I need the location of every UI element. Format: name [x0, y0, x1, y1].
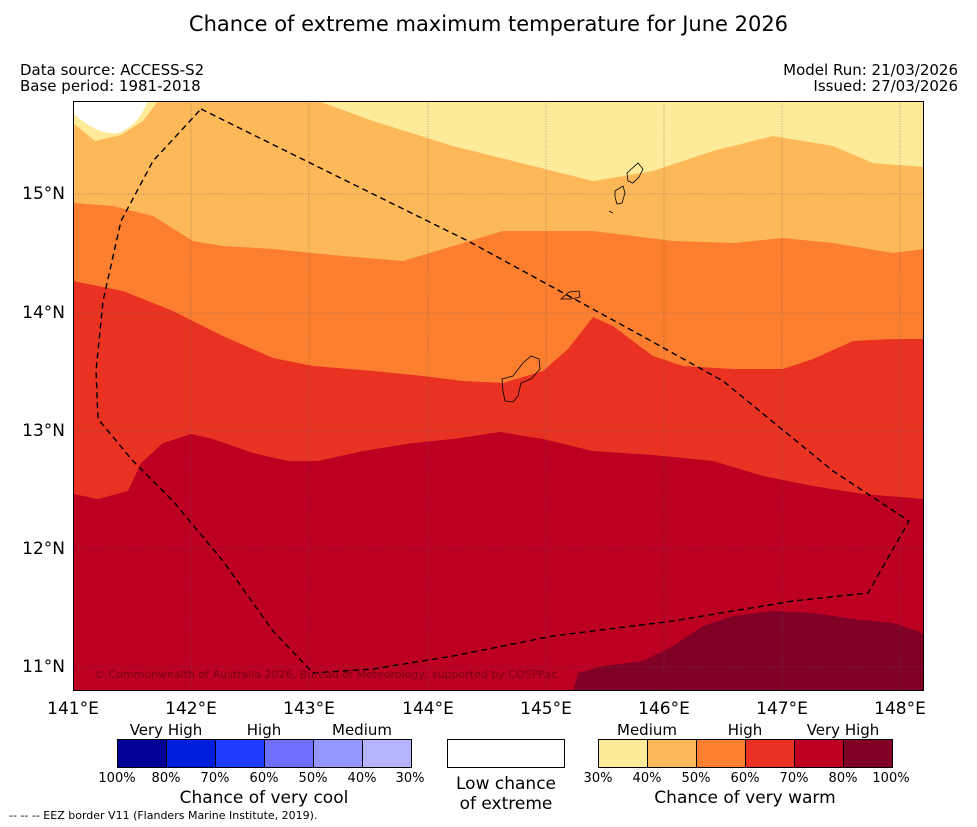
islands — [501, 162, 644, 403]
cool-pct: 60% — [249, 771, 279, 786]
cool-label-high: High — [246, 721, 282, 739]
lon-tick: 143°E — [283, 699, 335, 719]
guam-island — [501, 355, 541, 403]
lon-tick: 148°E — [874, 699, 926, 719]
lat-tick: 14°N — [22, 303, 65, 323]
lon-tick: 147°E — [756, 699, 808, 719]
neutral-swatch — [447, 739, 565, 768]
model-run-text: Model Run: 21/03/2026 — [783, 61, 958, 79]
warm-swatch — [746, 740, 795, 767]
cool-label-medium: Medium — [332, 721, 392, 739]
cool-pct: 30% — [395, 771, 425, 786]
warm-pct: 100% — [872, 771, 910, 786]
rota-island — [559, 290, 581, 300]
lat-tick: 11°N — [22, 657, 65, 677]
base-period-text: Base period: 1981-2018 — [20, 77, 201, 95]
warm-pct: 60% — [730, 771, 760, 786]
warm-pct: 70% — [779, 771, 809, 786]
lon-tick: 144°E — [402, 699, 454, 719]
warm-pct: 80% — [828, 771, 858, 786]
chart-title: Chance of extreme maximum temperature fo… — [188, 12, 789, 36]
cool-label-very-high: Very High — [129, 721, 203, 739]
warm-swatch — [844, 740, 892, 767]
neutral-label-line1: Low chance — [456, 774, 556, 794]
cool-pct: 100% — [98, 771, 136, 786]
eez-border — [95, 108, 910, 674]
warm-pct: 50% — [681, 771, 711, 786]
warm-legend-title: Chance of very warm — [654, 788, 836, 808]
lon-tick: 142°E — [165, 699, 217, 719]
map-frame — [73, 101, 924, 691]
cool-swatch — [363, 740, 411, 767]
cool-swatch — [216, 740, 265, 767]
data-source-text: Data source: ACCESS-S2 — [20, 61, 205, 79]
cool-legend-title: Chance of very cool — [179, 788, 349, 808]
aguijan-island — [608, 210, 614, 214]
cool-swatch — [265, 740, 314, 767]
lon-tick: 145°E — [520, 699, 572, 719]
cool-colorbar — [117, 739, 412, 768]
lat-tick: 15°N — [22, 184, 65, 204]
lat-tick: 13°N — [22, 421, 65, 441]
issued-text: Issued: 27/03/2026 — [813, 77, 958, 95]
cool-pct: 80% — [151, 771, 181, 786]
warm-swatch — [795, 740, 844, 767]
cool-pct: 40% — [347, 771, 377, 786]
saipan-island — [626, 162, 644, 184]
lon-tick: 141°E — [47, 699, 99, 719]
warm-label-high: High — [727, 721, 763, 739]
eez-footnote: -- -- -- EEZ border V11 (Flanders Marine… — [9, 809, 318, 822]
warm-pct: 40% — [632, 771, 662, 786]
cool-swatch — [167, 740, 216, 767]
cool-pct: 50% — [298, 771, 328, 786]
gridlines — [73, 101, 924, 691]
warm-swatch — [599, 740, 648, 767]
cool-pct: 70% — [200, 771, 230, 786]
lon-tick: 146°E — [638, 699, 690, 719]
cool-swatch — [314, 740, 363, 767]
cool-swatch — [118, 740, 167, 767]
copyright-text: © Commonwealth of Australia 2026, Bureau… — [94, 668, 558, 681]
no-data-patch — [73, 101, 148, 134]
warm-colorbar — [598, 739, 893, 768]
warm-label-medium: Medium — [617, 721, 677, 739]
warm-swatch — [648, 740, 697, 767]
warm-swatch — [697, 740, 746, 767]
warm-label-very-high: Very High — [806, 721, 880, 739]
warm-pct: 30% — [583, 771, 613, 786]
neutral-label-line2: of extreme — [459, 794, 553, 814]
tinian-island — [614, 185, 626, 205]
band-80-100 — [573, 611, 924, 691]
lat-tick: 12°N — [22, 539, 65, 559]
forecast-map — [73, 101, 924, 691]
